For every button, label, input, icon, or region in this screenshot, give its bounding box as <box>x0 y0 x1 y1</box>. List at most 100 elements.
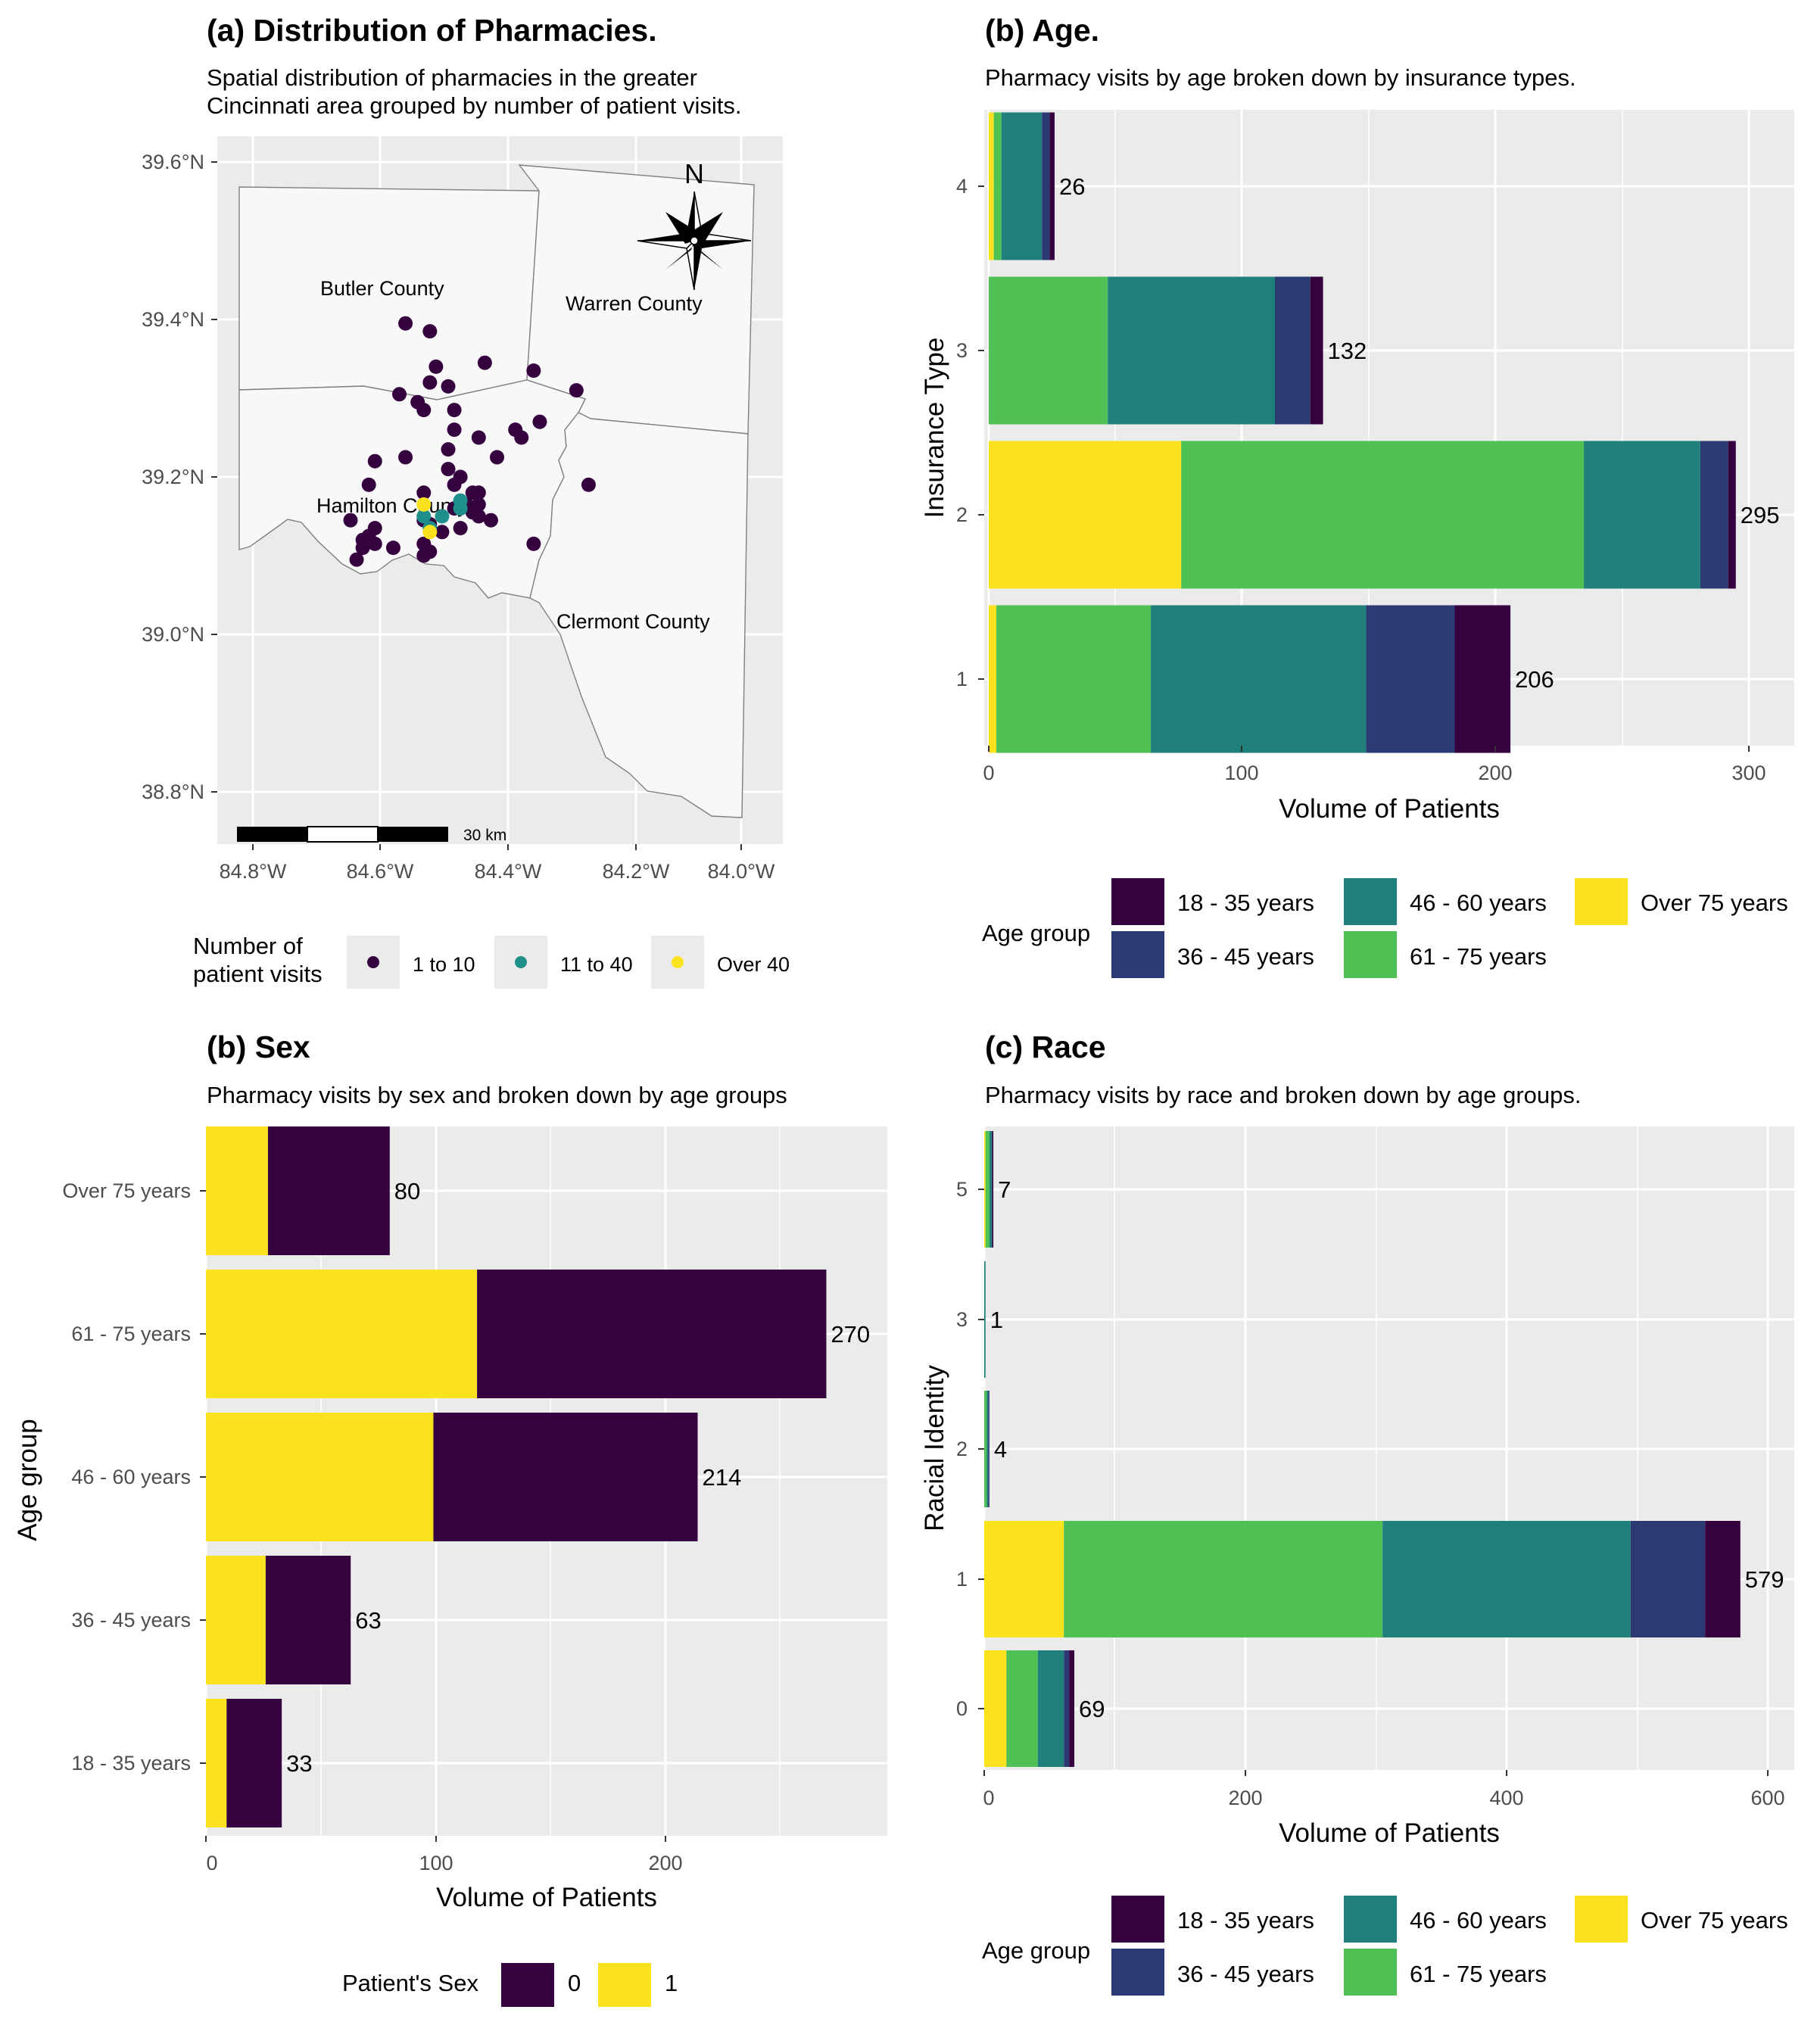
sex-total-label: 270 <box>831 1321 870 1348</box>
map-point-1-to-10 <box>343 513 358 528</box>
map-point-1-to-10 <box>471 509 486 524</box>
sex-bar-61-75-years-0 <box>477 1270 827 1398</box>
sex-y-tick: 36 - 45 years <box>71 1609 191 1631</box>
age-legend-label-18-35: 18 - 35 years <box>1177 890 1314 916</box>
map-legend-title-line-2: patient visits <box>193 961 323 987</box>
age-legend-label-61-75: 61 - 75 years <box>1410 1961 1547 1987</box>
county-label-butler: Butler County <box>320 277 444 300</box>
age-y-axis-title: Insurance Type <box>920 338 949 519</box>
county-label-clermont: Clermont County <box>556 610 710 633</box>
panel-a-subtitle-line-1: Spatial distribution of pharmacies in th… <box>207 64 697 91</box>
age-x-tick: 300 <box>1731 762 1766 784</box>
map-point-1-to-10 <box>447 403 462 418</box>
map-point-1-to-10 <box>435 525 450 540</box>
sex-chart-tick-marks <box>200 1190 666 1842</box>
age-legend-label-18-35: 18 - 35 years <box>1177 1907 1314 1933</box>
race-y-tick: 2 <box>956 1438 968 1460</box>
race-bar-1-36-45-years <box>1630 1521 1706 1637</box>
race-bar-1-46-60-years <box>1382 1521 1631 1637</box>
map-point-over-40 <box>416 497 432 512</box>
age-x-tick: 200 <box>1478 762 1512 784</box>
race-y-tick: 5 <box>956 1178 968 1201</box>
map-point-1-to-10 <box>526 536 541 551</box>
age-bar-4-61-75-years <box>993 112 1002 260</box>
map-point-1-to-10 <box>398 450 413 465</box>
map-scale-bar <box>237 826 448 843</box>
panel-b-age-subtitle: Pharmacy visits by age broken down by in… <box>985 64 1576 91</box>
map-point-1-to-10 <box>349 552 364 567</box>
race-bar-1-61-75-years <box>1064 1521 1383 1637</box>
panel-a-subtitle-line-2: Cincinnati area grouped by number of pat… <box>207 92 742 119</box>
map-point-1-to-10 <box>392 387 407 402</box>
age-legend-swatch-over-75 <box>1575 878 1628 925</box>
race-bar-2-36-45-years <box>988 1391 990 1507</box>
map-point-1-to-10 <box>477 355 492 370</box>
legend-point-over-40 <box>672 956 684 968</box>
age-total-label: 295 <box>1741 502 1780 528</box>
map-tick-marks <box>211 161 742 850</box>
map-point-1-to-10 <box>416 403 432 418</box>
panel-c-race-subtitle: Pharmacy visits by race and broken down … <box>985 1082 1581 1108</box>
legend-label-1-to-10: 1 to 10 <box>413 953 475 976</box>
race-x-tick: 600 <box>1750 1787 1784 1809</box>
map-point-11-to-40 <box>453 501 468 516</box>
race-bar-5-18-35-years <box>992 1131 994 1248</box>
age-legend-swatch-36-45 <box>1111 931 1164 978</box>
age-bar-1-36-45-years <box>1366 605 1455 753</box>
sex-bar-46-60-years-1 <box>206 1413 434 1541</box>
legend-point-1-to-10 <box>367 956 379 968</box>
sex-x-tick: 0 <box>206 1852 217 1874</box>
sex-y-tick: 46 - 60 years <box>71 1466 191 1488</box>
race-bar-5-46-60-years <box>989 1131 993 1248</box>
legend-label-11-to-40: 11 to 40 <box>560 953 633 976</box>
compass-icon <box>637 191 752 291</box>
map-point-1-to-10 <box>581 477 596 492</box>
map-point-1-to-10 <box>532 414 547 429</box>
age-bar-3-36-45-years <box>1274 276 1311 425</box>
race-bar-0-61-75-years <box>1006 1650 1038 1767</box>
map-point-1-to-10 <box>416 548 432 563</box>
race-total-label: 4 <box>994 1436 1007 1463</box>
sex-x-axis-title: Volume of Patients <box>436 1883 657 1912</box>
map-point-1-to-10 <box>441 462 456 477</box>
age-legend-label-over-75: Over 75 years <box>1641 1907 1788 1933</box>
map-point-1-to-10 <box>422 375 438 390</box>
age-bar-2-36-45-years <box>1700 441 1728 589</box>
panel-c-race-title: (c) Race <box>985 1030 1106 1064</box>
race-y-tick: 1 <box>956 1568 968 1591</box>
race-x-tick: 200 <box>1228 1787 1262 1809</box>
sex-y-tick: Over 75 years <box>62 1179 191 1202</box>
panel-b-sex-subtitle: Pharmacy visits by sex and broken down b… <box>207 1082 787 1108</box>
age-legend-label-46-60: 46 - 60 years <box>1410 890 1547 916</box>
sex-legend-label-0: 0 <box>568 1970 581 1996</box>
age-y-tick: 2 <box>956 503 968 526</box>
age-legend-swatch-61-75 <box>1344 1949 1397 1996</box>
age-bar-2-over-75-years <box>989 441 1182 589</box>
age-legend-label-46-60: 46 - 60 years <box>1410 1907 1547 1933</box>
sex-bar-36-45-years-1 <box>206 1556 266 1684</box>
age-bar-2-61-75-years <box>1181 441 1585 589</box>
age-x-tick: 100 <box>1224 762 1258 784</box>
race-y-axis-title: Racial Identity <box>920 1365 949 1531</box>
map-legend-title-line-1: Number of <box>193 933 303 959</box>
map-point-1-to-10 <box>453 521 468 536</box>
panel-a-title: (a) Distribution of Pharmacies. <box>207 13 657 48</box>
age-total-label: 26 <box>1059 173 1085 200</box>
race-total-label: 579 <box>1745 1566 1784 1593</box>
sex-legend-swatch-1 <box>598 1963 651 2007</box>
sex-bar-over-75-years-0 <box>267 1126 390 1255</box>
age-bar-3-61-75-years <box>989 276 1108 425</box>
sex-legend-label-1: 1 <box>665 1970 678 1996</box>
age-bars: 206 295 132 26 <box>989 112 1780 753</box>
race-bar-2-46-60-years <box>986 1391 989 1507</box>
map-point-1-to-10 <box>367 453 382 469</box>
age-bar-1-61-75-years <box>996 605 1152 753</box>
map-legend: Number of patient visits 1 to 10 11 to 4… <box>193 933 790 989</box>
race-bar-0-46-60-years <box>1037 1650 1064 1767</box>
race-bar-0-18-35-years <box>1069 1650 1075 1767</box>
map-point-1-to-10 <box>569 383 584 398</box>
age-legend-label-over-75: Over 75 years <box>1641 890 1788 916</box>
race-x-tick: 400 <box>1489 1787 1523 1809</box>
race-bar-5-61-75-years <box>985 1131 990 1248</box>
map-y-tick: 39.4°N <box>142 308 204 331</box>
